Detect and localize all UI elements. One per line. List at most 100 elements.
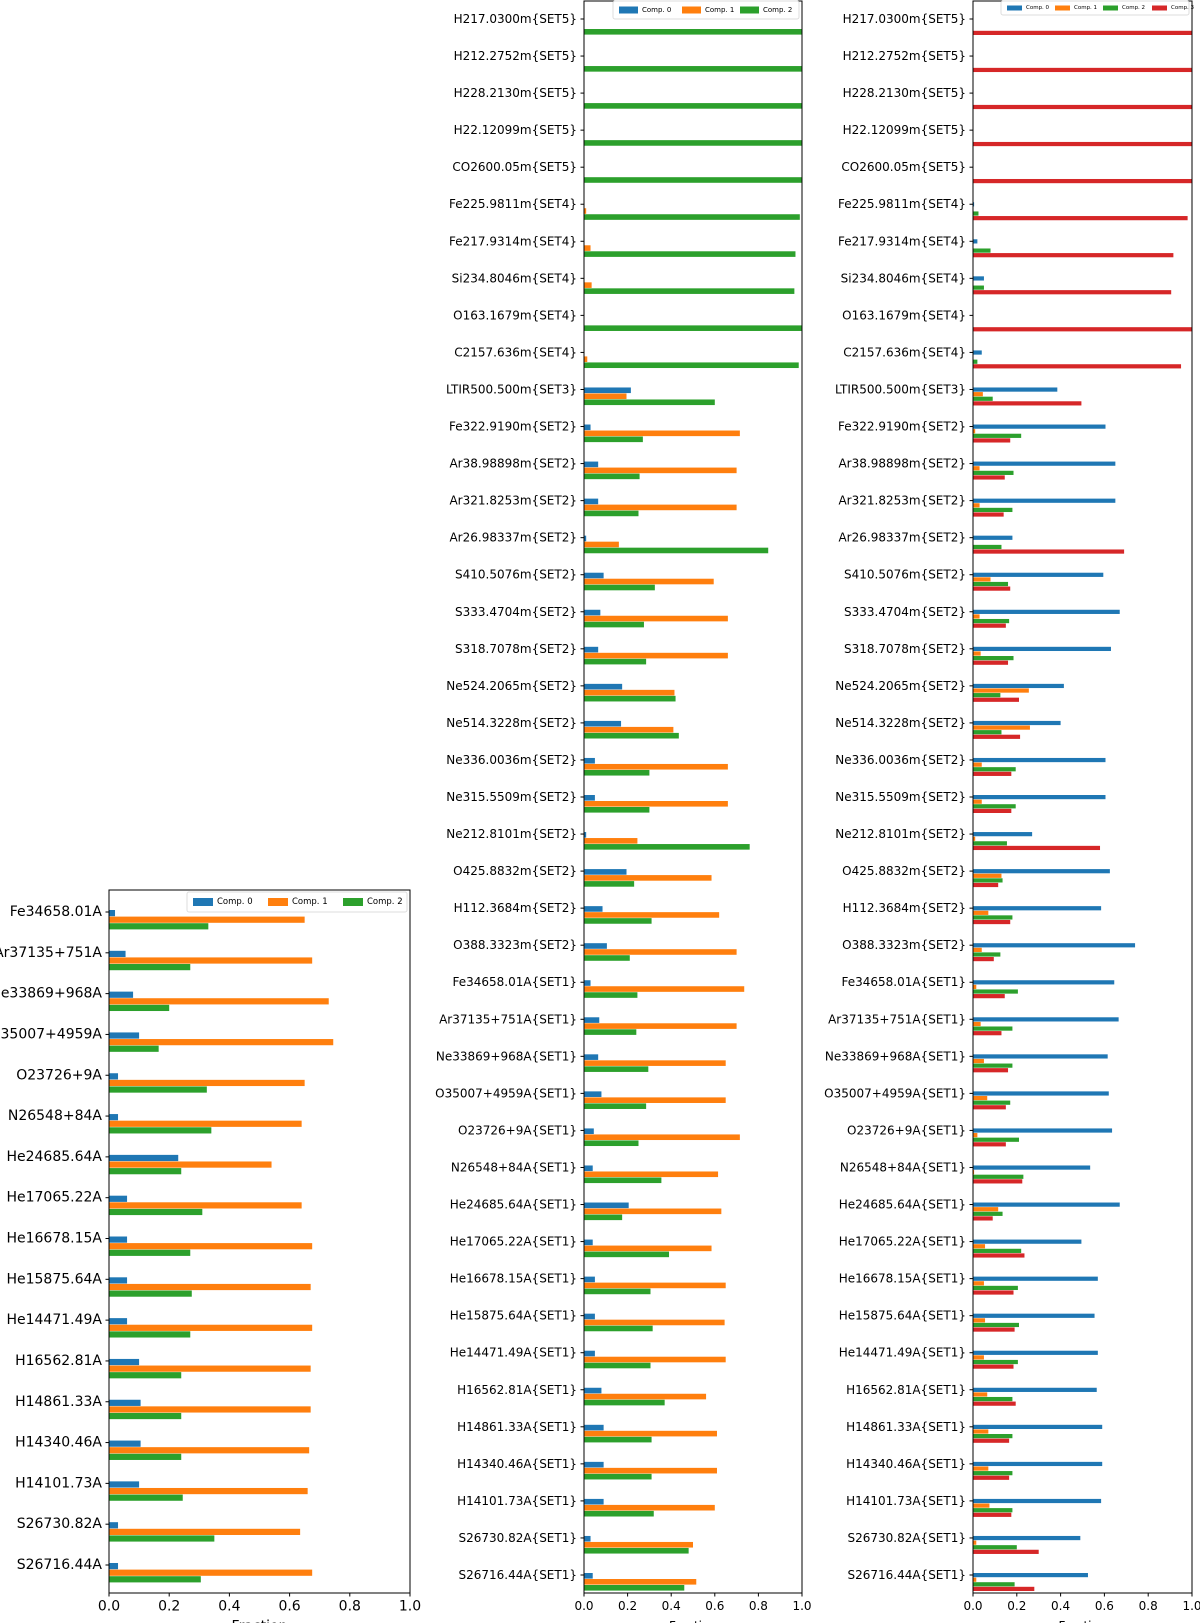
bar-comp-2-24 <box>973 915 1013 920</box>
legend-box <box>1000 0 1190 16</box>
bar-comp-3-20 <box>973 771 1012 776</box>
y-tick-label: He24685.64A{SET1} <box>450 1198 577 1212</box>
bar-comp-2-5 <box>584 214 800 220</box>
bar-comp-1-8 <box>109 1243 313 1250</box>
bar-comp-2-23 <box>584 881 635 887</box>
legend-swatch <box>682 6 701 14</box>
bar-comp-0-14 <box>109 1481 140 1488</box>
bar-comp-1-30 <box>973 1133 978 1138</box>
y-tick-label: O35007+4959A{SET1} <box>435 1086 577 1100</box>
legend-box <box>612 0 800 20</box>
y-tick-label: S26716.44A <box>17 1557 103 1573</box>
legend: Comp. 0 Comp. 1 Comp. 2 <box>186 891 408 913</box>
y-tick-label: Ar26.98337m{SET2} <box>838 531 966 545</box>
bar-comp-2-21 <box>584 807 650 813</box>
bar-comp-1-25 <box>973 947 982 952</box>
y-tick-label: Ar321.8253m{SET2} <box>838 494 966 508</box>
bar-comp-1-32 <box>973 1207 999 1212</box>
bar-comp-2-1 <box>584 66 802 72</box>
y-tick-label: Ne315.5509m{SET2} <box>446 790 577 804</box>
y-tick-label: Ne212.8101m{SET2} <box>835 827 966 841</box>
bar-comp-0-29 <box>584 1091 602 1097</box>
y-tick-label: Ne336.0036m{SET2} <box>446 753 577 767</box>
y-tick-label: Ne212.8101m{SET2} <box>446 827 577 841</box>
bar-comp-1-24 <box>584 912 720 918</box>
y-tick-label: He15875.64A <box>6 1271 102 1287</box>
bar-comp-3-6 <box>973 253 1174 258</box>
y-tick-label: C2157.636m{SET4} <box>454 345 577 359</box>
bar-comp-3-5 <box>973 216 1188 221</box>
bar-comp-0-16 <box>109 1563 119 1570</box>
bar-comp-1-22 <box>584 838 638 844</box>
bar-comp-2-32 <box>973 1211 1003 1216</box>
bar-comp-1-23 <box>584 875 712 881</box>
bar-comp-2-22 <box>973 841 1007 846</box>
bar-comp-3-0 <box>973 30 1192 35</box>
bar-comp-2-9 <box>584 362 799 369</box>
bar-comp-2-26 <box>584 992 638 998</box>
y-tick-label: S26716.44A{SET1} <box>847 1568 966 1582</box>
bar-comp-3-14 <box>973 549 1125 554</box>
y-tick-label: He16678.15A{SET1} <box>839 1272 966 1286</box>
bar-comp-2-9 <box>973 359 978 364</box>
bar-comp-3-11 <box>973 438 1011 443</box>
x-tick-label: 0.8 <box>749 1599 768 1613</box>
bar-comp-2-16 <box>584 621 644 628</box>
y-tick-label: S26730.82A{SET1} <box>458 1531 577 1545</box>
x-tick-label: 0.2 <box>1007 1599 1026 1613</box>
y-tick-label: O163.1679m{SET4} <box>842 308 966 322</box>
bar-comp-0-11 <box>973 424 1106 429</box>
bar-comp-0-18 <box>973 683 1064 689</box>
bar-comp-2-0 <box>584 29 802 35</box>
bar-comp-0-27 <box>584 1017 600 1023</box>
bar-comp-0-23 <box>584 869 627 875</box>
y-tick-label: O23726+9A <box>16 1067 102 1083</box>
bar-comp-0-9 <box>109 1277 128 1284</box>
y-tick-label: O35007+4959A{SET1} <box>824 1086 966 1100</box>
bar-comp-1-11 <box>973 429 976 434</box>
y-tick-label: H16562.81A{SET1} <box>457 1383 577 1397</box>
legend-label: Comp. 1 <box>292 897 328 907</box>
bar-comp-2-25 <box>584 955 630 961</box>
bar-comp-2-11 <box>584 436 643 443</box>
y-tick-label: Ar38.98898m{SET2} <box>449 457 577 471</box>
bar-comp-1-42 <box>584 1579 697 1585</box>
y-tick-label: Si234.8046m{SET4} <box>841 271 966 285</box>
y-tick-label: S318.7078m{SET2} <box>455 642 577 656</box>
bar-comp-2-22 <box>584 844 750 850</box>
bar-comp-3-18 <box>973 697 1019 702</box>
y-tick-label: O23726+9A{SET1} <box>458 1123 577 1137</box>
bar-comp-3-19 <box>973 734 1021 739</box>
bar-comp-0-30 <box>584 1128 594 1135</box>
bar-comp-1-34 <box>973 1281 984 1286</box>
bar-comp-0-22 <box>584 832 587 838</box>
bar-comp-2-11 <box>109 1372 182 1379</box>
y-tick-label: H112.3684m{SET2} <box>843 901 966 915</box>
y-tick-label: H14340.46A <box>15 1435 102 1451</box>
bar-comp-0-7 <box>973 276 984 281</box>
y-tick-label: H14861.33A{SET1} <box>457 1420 577 1434</box>
bar-comp-1-13 <box>584 504 737 511</box>
x-tick-label: 0.2 <box>158 1599 180 1615</box>
bar-comp-2-1 <box>109 964 191 971</box>
y-tick-label: H217.0300m{SET5} <box>843 12 966 26</box>
bar-comp-1-37 <box>584 1393 707 1400</box>
y-tick-label: He17065.22A <box>6 1190 102 1206</box>
bar-comp-1-41 <box>584 1541 693 1548</box>
bar-comp-3-31 <box>973 1179 1023 1184</box>
bar-comp-0-8 <box>109 1236 128 1243</box>
x-tick-label: 0.6 <box>705 1599 724 1613</box>
bar-comp-0-33 <box>973 1239 1082 1244</box>
bar-comp-2-13 <box>973 507 1013 513</box>
legend-label: Comp. 1 <box>705 6 734 14</box>
bar-comp-2-24 <box>584 918 652 924</box>
y-tick-label: O388.3323m{SET2} <box>842 938 966 952</box>
y-tick-label: H228.2130m{SET5} <box>843 86 966 100</box>
bar-comp-2-30 <box>584 1140 639 1147</box>
legend-label: Comp. 3 <box>1171 5 1195 11</box>
bar-comp-0-10 <box>973 387 1058 392</box>
y-tick-label: LTIR500.500m{SET3} <box>835 382 966 396</box>
bar-comp-3-25 <box>973 956 994 962</box>
bar-comp-0-31 <box>584 1165 593 1172</box>
bar-comp-0-19 <box>973 720 1061 726</box>
